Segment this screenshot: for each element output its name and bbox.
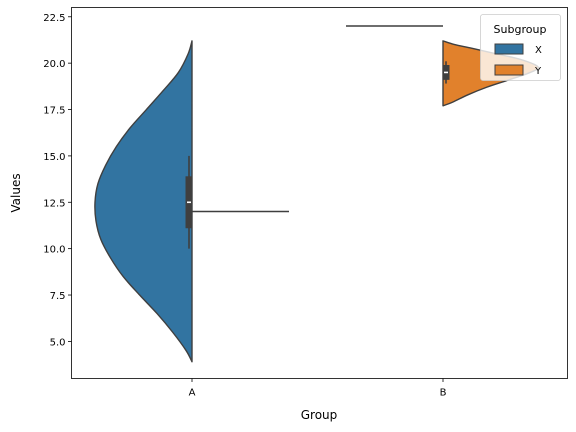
axes-frame [71,7,568,379]
legend-swatch-y [494,64,524,76]
y-tick-label: 22.5 [43,13,65,24]
plot-area [94,25,540,363]
legend-label-x: X [535,45,542,56]
y-axis-label: Values [9,173,23,212]
x-tick-label: A [189,388,196,399]
legend-label-y: Y [534,66,542,77]
y-tick-label: 17.5 [43,106,65,117]
y-tick-label: 5.0 [50,337,66,348]
legend-swatch-x [494,43,524,55]
y-tick-label: 20.0 [43,59,65,70]
y-tick-label: 15.0 [43,152,65,163]
axes [71,7,568,379]
y-tick-label: 12.5 [43,198,65,209]
y-axis-ticks: 5.0 7.5 10.0 12.5 15.0 17.5 20.0 22.5 [43,13,72,348]
x-tick-label: B [440,388,447,399]
legend-title: Subgroup [494,23,547,36]
y-tick-label: 7.5 [50,291,66,302]
violin-a-x-body [94,40,193,363]
x-axis-label: Group [301,408,338,422]
legend: Subgroup XY [480,14,561,81]
y-tick-label: 10.0 [43,245,65,256]
